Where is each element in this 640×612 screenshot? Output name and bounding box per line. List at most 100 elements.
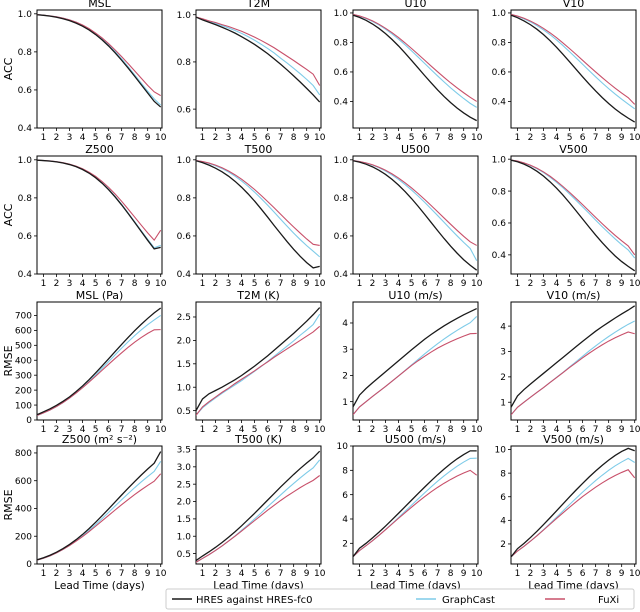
panel-title: T500 (K) [234, 433, 282, 446]
x-tick-label: 1 [200, 133, 206, 143]
panel-13: 1 2 3 4 5 6 7 8 9 10 0 200 400 600 800 Z500 (m² s⁻²) RMS… [2, 433, 167, 592]
x-tick-label: 2 [213, 133, 219, 143]
x-tick-label: 10 [471, 279, 483, 289]
x-tick-label: 3 [226, 279, 232, 289]
y-tick-label: 0 [26, 416, 32, 426]
x-tick-label: 1 [515, 133, 521, 143]
y-tick-label: 1.0 [177, 532, 192, 542]
series-line-graphcast [511, 320, 635, 416]
y-tick-label: 0.6 [18, 86, 33, 96]
series-line-fuxi [511, 159, 636, 256]
y-tick-label: 1 [500, 398, 506, 408]
x-tick-label: 9 [145, 425, 151, 435]
y-tick-label: 1.5 [177, 360, 191, 370]
series-line-fuxi [37, 329, 161, 417]
x-tick-label: 6 [422, 133, 428, 143]
panel-title: T500 [244, 143, 273, 156]
axes-frame [36, 445, 163, 565]
y-tick-label: 0.6 [334, 68, 349, 78]
y-tick-label: 2 [500, 540, 506, 550]
panel-title: U500 (m/s) [385, 433, 446, 446]
x-tick-label: 10 [471, 133, 483, 143]
x-tick-label: 5 [93, 133, 99, 143]
x-tick-label: 3 [541, 569, 547, 579]
y-tick-label: 10 [337, 442, 349, 452]
x-tick-label: 5 [567, 569, 573, 579]
x-tick-label: 2 [54, 279, 60, 289]
x-tick-label: 6 [106, 279, 112, 289]
x-tick-label: 8 [291, 569, 297, 579]
x-tick-label: 5 [409, 425, 415, 435]
y-tick-label: 600 [15, 477, 32, 487]
x-tick-label: 8 [132, 133, 138, 143]
x-tick-label: 1 [41, 279, 47, 289]
x-tick-label: 5 [567, 133, 573, 143]
series-line-fuxi [511, 331, 635, 416]
x-tick-label: 8 [606, 133, 612, 143]
panel-5: 1 2 3 4 5 6 7 8 9 10 0.4 0.6 0.8 1.0 Z500 ACC [2, 143, 167, 289]
x-tick-label: 6 [422, 569, 428, 579]
x-tick-label: 5 [93, 425, 99, 435]
axes-frame [510, 445, 637, 565]
y-tick-label: 800 [15, 449, 32, 459]
y-tick-label: 1.5 [177, 515, 191, 525]
legend-frame [165, 588, 635, 610]
y-axis-label: RMSE [2, 489, 15, 520]
x-tick-label: 1 [41, 133, 47, 143]
x-tick-label: 9 [145, 279, 151, 289]
panel-title: T2M [246, 0, 270, 10]
series-line-fuxi [353, 332, 477, 416]
series-line-fuxi [511, 13, 636, 105]
panel-3: 1 2 3 4 5 6 7 8 9 10 0.4 0.6 0.8 1.0 U10 [334, 0, 483, 143]
x-tick-label: 9 [304, 425, 310, 435]
series-line-fuxi [196, 325, 321, 416]
axes-frame [510, 9, 637, 129]
x-tick-label: 4 [80, 279, 86, 289]
x-tick-label: 3 [67, 133, 73, 143]
x-tick-label: 4 [80, 569, 86, 579]
y-tick-label: 1.0 [177, 383, 192, 393]
x-tick-label: 7 [119, 425, 125, 435]
series-line-graphcast [196, 313, 321, 416]
series-line-hres [196, 16, 321, 103]
axes-frame [352, 155, 479, 275]
x-tick-label: 5 [409, 133, 415, 143]
series-line-fuxi [196, 475, 321, 563]
x-tick-label: 1 [515, 279, 521, 289]
y-tick-label: 0 [26, 560, 32, 570]
x-tick-label: 8 [291, 425, 297, 435]
axes-frame [352, 9, 479, 129]
x-tick-label: 2 [528, 279, 534, 289]
series-line-hres [353, 14, 478, 122]
x-tick-label: 10 [155, 133, 167, 143]
panel-title: U10 (m/s) [388, 289, 442, 302]
legend-label-hres: HRES against HRES-fc0 [196, 595, 312, 606]
x-tick-label: 7 [435, 569, 441, 579]
series-line-fuxi [511, 469, 636, 558]
x-tick-label: 10 [314, 425, 326, 435]
x-tick-label: 4 [239, 133, 245, 143]
x-tick-label: 6 [580, 425, 586, 435]
y-tick-label: 400 [15, 356, 32, 366]
x-tick-label: 3 [383, 569, 389, 579]
y-axis-label: ACC [2, 203, 15, 226]
x-tick-label: 4 [396, 279, 402, 289]
y-tick-label: 0.6 [177, 105, 192, 115]
x-tick-label: 5 [567, 279, 573, 289]
x-tick-label: 7 [435, 425, 441, 435]
x-tick-label: 2 [54, 133, 60, 143]
x-tick-label: 10 [155, 425, 167, 435]
legend: HRES against HRES-fc0 GraphCast FuXi [165, 588, 635, 610]
series-line-graphcast [37, 314, 162, 417]
y-axis-label: ACC [2, 57, 15, 80]
y-tick-label: 0.5 [177, 550, 191, 560]
panel-4: 1 2 3 4 5 6 7 8 9 10 0.4 0.6 0.8 1.0 V10 [492, 0, 640, 143]
y-tick-label: 600 [15, 327, 32, 337]
x-tick-label: 7 [435, 279, 441, 289]
series-line-graphcast [37, 14, 162, 106]
x-tick-label: 9 [145, 133, 151, 143]
y-tick-label: 2 [342, 540, 348, 550]
x-tick-label: 3 [541, 133, 547, 143]
x-tick-label: 8 [132, 569, 138, 579]
